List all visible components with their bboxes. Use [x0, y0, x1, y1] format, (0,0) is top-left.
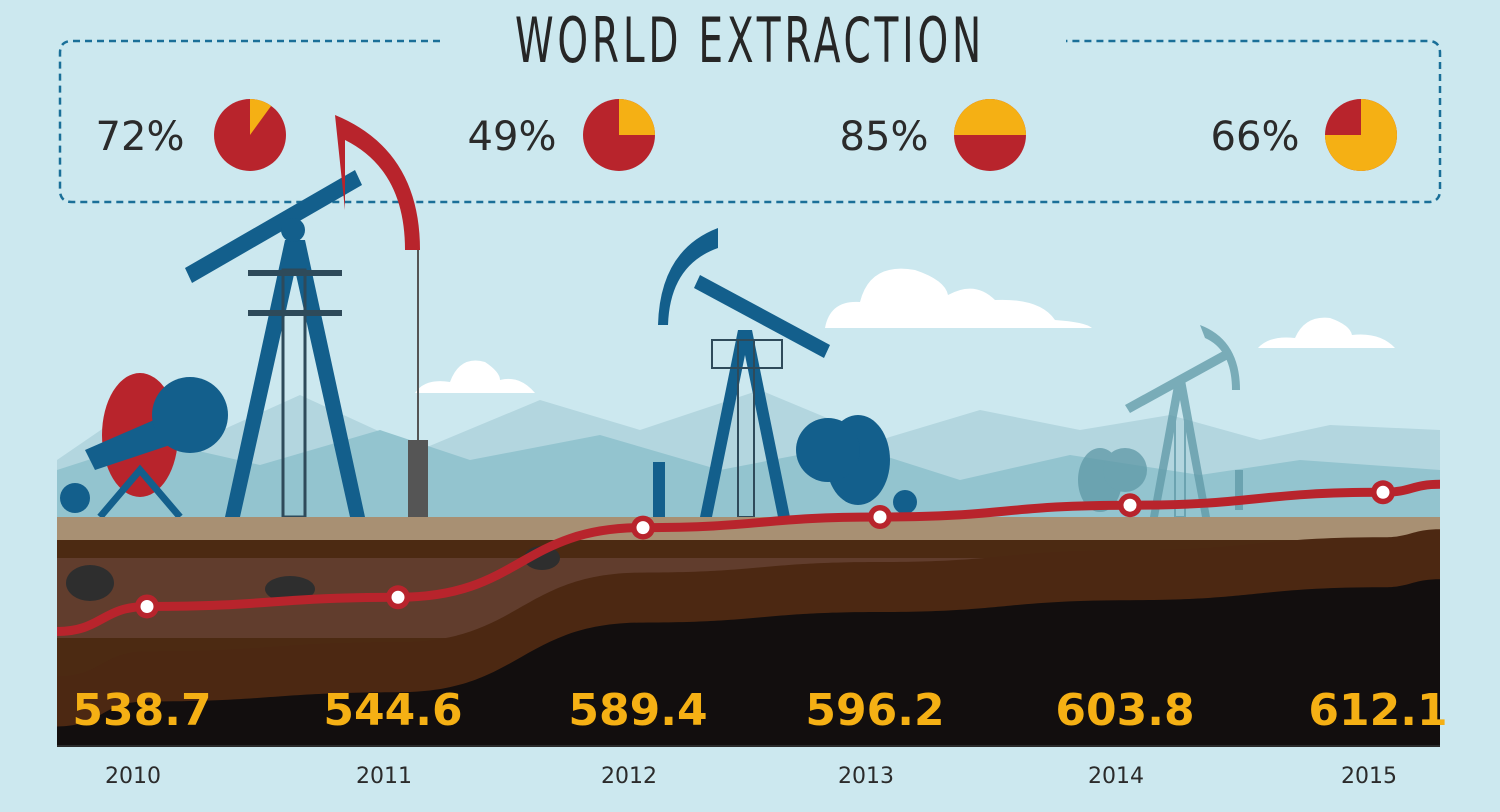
data-point-center	[391, 590, 405, 604]
pie-chart-2: 49%	[468, 99, 655, 171]
value-label-2010: 538.7	[72, 685, 211, 736]
data-point-center	[1376, 485, 1390, 499]
value-label-2015: 612.1	[1308, 685, 1447, 736]
pie-percent-label: 49%	[468, 114, 557, 160]
year-label-2011: 2011	[356, 764, 412, 789]
pie-percent-label: 85%	[840, 114, 929, 160]
ground-bottom-edge	[57, 745, 1440, 747]
pie-yellow-slice	[954, 99, 1026, 135]
value-label-2011: 544.6	[323, 685, 462, 736]
pie-yellow-slice	[1325, 99, 1397, 171]
value-label-2014: 603.8	[1055, 685, 1194, 736]
data-point-center	[140, 599, 154, 613]
data-point-center	[636, 521, 650, 535]
oil-dark-area	[57, 579, 1440, 747]
pie-chart-3: 85%	[840, 99, 1026, 171]
pie-percent-label: 66%	[1211, 114, 1300, 160]
pie-percent-label: 72%	[96, 114, 185, 160]
page-title: WORLD EXTRACTION	[515, 4, 985, 77]
year-label-2010: 2010	[105, 764, 161, 789]
pie-chart-4: 66%	[1211, 99, 1397, 171]
trend-line	[56, 479, 1441, 636]
year-label-2013: 2013	[838, 764, 894, 789]
pie-yellow-slice	[250, 99, 272, 135]
value-label-2012: 589.4	[568, 685, 707, 736]
year-label-2012: 2012	[601, 764, 657, 789]
clouds	[415, 268, 1395, 393]
data-point-center	[873, 510, 887, 524]
pump-jack-large	[60, 115, 428, 603]
pump-jack-medium	[653, 228, 917, 518]
pie-yellow-slice	[619, 99, 655, 135]
pie-chart-1: 72%	[96, 99, 286, 171]
value-label-2013: 596.2	[805, 685, 944, 736]
year-label-2014: 2014	[1088, 764, 1144, 789]
data-point-center	[1123, 498, 1137, 512]
year-label-2015: 2015	[1341, 764, 1397, 789]
